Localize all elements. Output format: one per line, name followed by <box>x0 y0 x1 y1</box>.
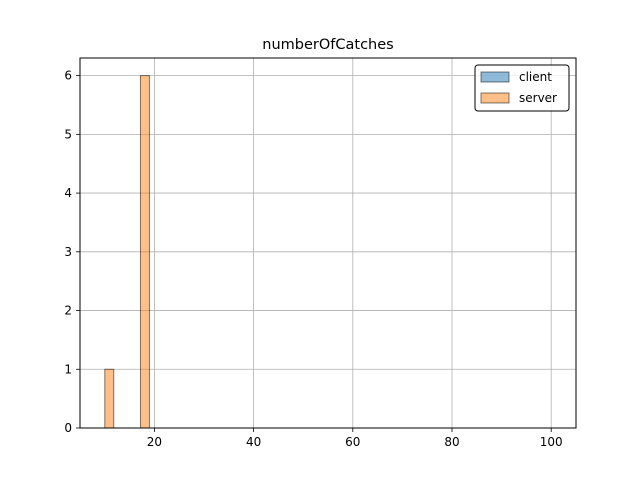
y-tick-label: 0 <box>64 421 72 435</box>
x-tick-label: 80 <box>444 435 459 449</box>
server-legend-label: server <box>519 91 557 105</box>
x-tick-label: 20 <box>147 435 162 449</box>
y-tick-label: 4 <box>64 186 72 200</box>
y-tick-label: 1 <box>64 362 72 376</box>
client-legend-swatch <box>480 71 510 83</box>
server-bar <box>140 75 150 429</box>
y-tick-label: 5 <box>64 127 72 141</box>
x-axis-ticks: 20 40 60 80 100 <box>147 428 563 449</box>
legend: client server <box>474 64 570 112</box>
grid-lines <box>80 58 576 429</box>
server-bar <box>104 368 115 429</box>
x-tick-label: 60 <box>345 435 360 449</box>
x-tick-label: 100 <box>540 435 563 449</box>
chart-title: numberOfCatches <box>262 37 393 53</box>
x-tick-label: 40 <box>246 435 261 449</box>
y-tick-label: 2 <box>64 304 72 318</box>
server-legend-swatch <box>480 92 510 104</box>
y-tick-label: 6 <box>64 69 72 83</box>
client-legend-label: client <box>519 70 552 84</box>
y-tick-label: 3 <box>64 245 72 259</box>
y-axis-ticks: 0 1 2 3 4 5 6 <box>64 69 80 435</box>
plot-frame <box>79 57 577 429</box>
